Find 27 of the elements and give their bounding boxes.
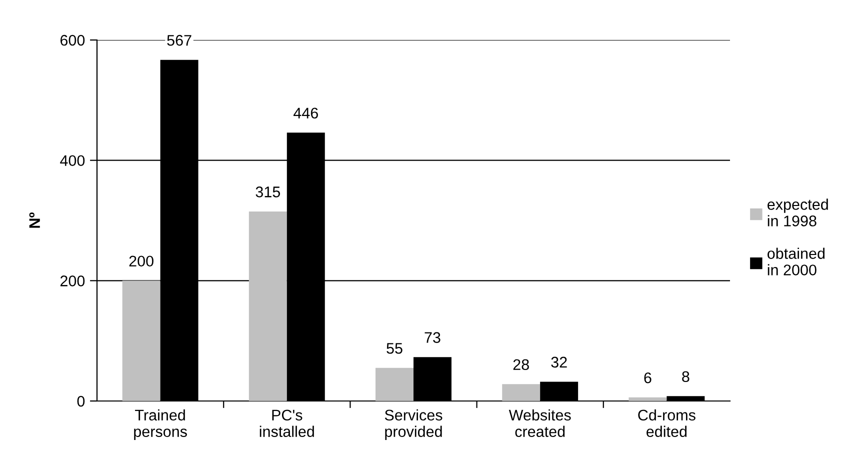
data-label: 28 <box>513 359 529 370</box>
bar <box>502 384 540 401</box>
data-label: 32 <box>551 356 567 368</box>
x-tick-label: Services provided <box>384 409 442 440</box>
data-label: 8 <box>682 371 690 382</box>
y-axis-title: Nº <box>29 212 40 228</box>
data-label: 567 <box>167 34 192 46</box>
bar <box>628 397 667 401</box>
y-tick-label: 400 <box>60 155 85 166</box>
x-tick-label: PC's installed <box>260 410 314 438</box>
x-tick-label: Trained persons <box>134 409 187 440</box>
data-label: 55 <box>386 343 402 354</box>
y-tick-label: 600 <box>60 34 85 46</box>
bar <box>376 368 414 401</box>
data-label: 446 <box>293 108 318 119</box>
y-tick-label: 200 <box>60 276 85 286</box>
legend-label: obtained in 2000 <box>768 248 825 276</box>
x-tick-label: Websites created <box>508 409 571 438</box>
data-label: 73 <box>424 332 440 343</box>
y-tick-label: 0 <box>77 396 85 407</box>
bar <box>248 211 287 401</box>
legend-label: expected in 1998 <box>768 198 828 226</box>
x-tick-label: Cd-roms edited <box>638 409 696 438</box>
bar <box>122 280 160 401</box>
data-label: 200 <box>129 256 154 267</box>
data-label: 6 <box>644 372 652 384</box>
data-label: 315 <box>256 186 280 198</box>
